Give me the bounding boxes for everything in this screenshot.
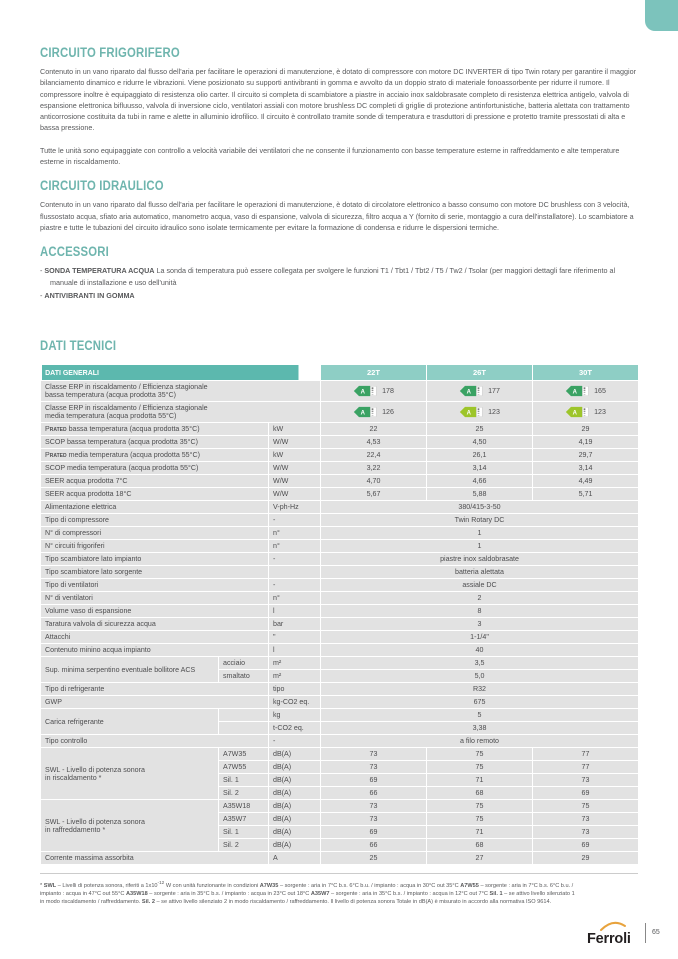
svg-text:A: A: [361, 389, 366, 395]
svg-text:Ferroli: Ferroli: [587, 931, 631, 947]
svg-text:A: A: [361, 410, 366, 416]
svg-text:A: A: [573, 410, 578, 416]
svg-text:A: A: [467, 389, 472, 395]
svg-text:A: A: [573, 389, 578, 395]
svg-text:A: A: [467, 410, 472, 416]
